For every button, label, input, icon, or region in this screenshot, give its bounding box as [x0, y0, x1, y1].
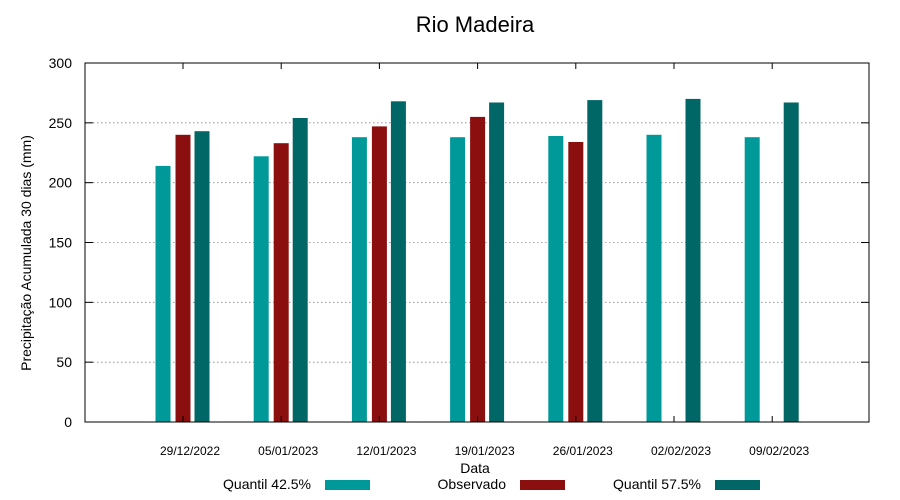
bar [371, 126, 387, 423]
bar [292, 118, 308, 422]
legend: Quantil 42.5% Observado Quantil 57.5% [223, 476, 760, 492]
y-tick-label: 200 [49, 175, 73, 191]
bar [175, 134, 191, 423]
bar [390, 101, 406, 423]
y-axis-ticks: 0 50 100 150 200 250 300 [49, 55, 869, 430]
x-tick-label: 29/12/2022 [160, 444, 220, 458]
legend-swatch [520, 480, 565, 490]
x-tick-label: 09/02/2023 [749, 444, 809, 458]
bar [489, 102, 505, 422]
x-axis-label: Data [460, 460, 490, 476]
chart-title: Rio Madeira [416, 12, 535, 37]
legend-label: Quantil 57.5% [613, 476, 701, 492]
y-tick-label: 300 [49, 55, 73, 71]
bar [744, 137, 760, 422]
bar [253, 156, 269, 423]
legend-swatch [715, 480, 760, 490]
y-tick-label: 150 [49, 235, 73, 251]
y-axis-label: Precipitação Acumulada 30 dias (mm) [18, 135, 34, 371]
bar [568, 142, 584, 422]
bar [470, 116, 486, 423]
y-tick-label: 100 [49, 294, 73, 310]
bar [155, 165, 171, 422]
x-tick-label: 12/01/2023 [356, 444, 416, 458]
bar [783, 102, 799, 422]
x-tick-label: 26/01/2023 [553, 444, 613, 458]
legend-label: Observado [438, 476, 507, 492]
x-axis-ticks: 29/12/2022 05/01/2023 12/01/2023 19/01/2023… [160, 63, 810, 458]
bar [587, 100, 603, 422]
bar [685, 98, 701, 423]
bar [548, 136, 564, 422]
x-tick-label: 05/01/2023 [258, 444, 318, 458]
bar [194, 131, 210, 422]
bars [155, 98, 799, 423]
legend-label: Quantil 42.5% [223, 476, 311, 492]
bar [273, 143, 289, 422]
y-tick-label: 0 [64, 414, 72, 430]
bar [646, 134, 662, 423]
x-tick-label: 02/02/2023 [651, 444, 711, 458]
x-tick-label: 19/01/2023 [455, 444, 515, 458]
bar [450, 137, 466, 422]
y-tick-label: 250 [49, 115, 73, 131]
bar [351, 137, 367, 422]
legend-swatch [325, 480, 370, 490]
plot-frame [84, 62, 870, 423]
y-tick-label: 50 [56, 354, 72, 370]
